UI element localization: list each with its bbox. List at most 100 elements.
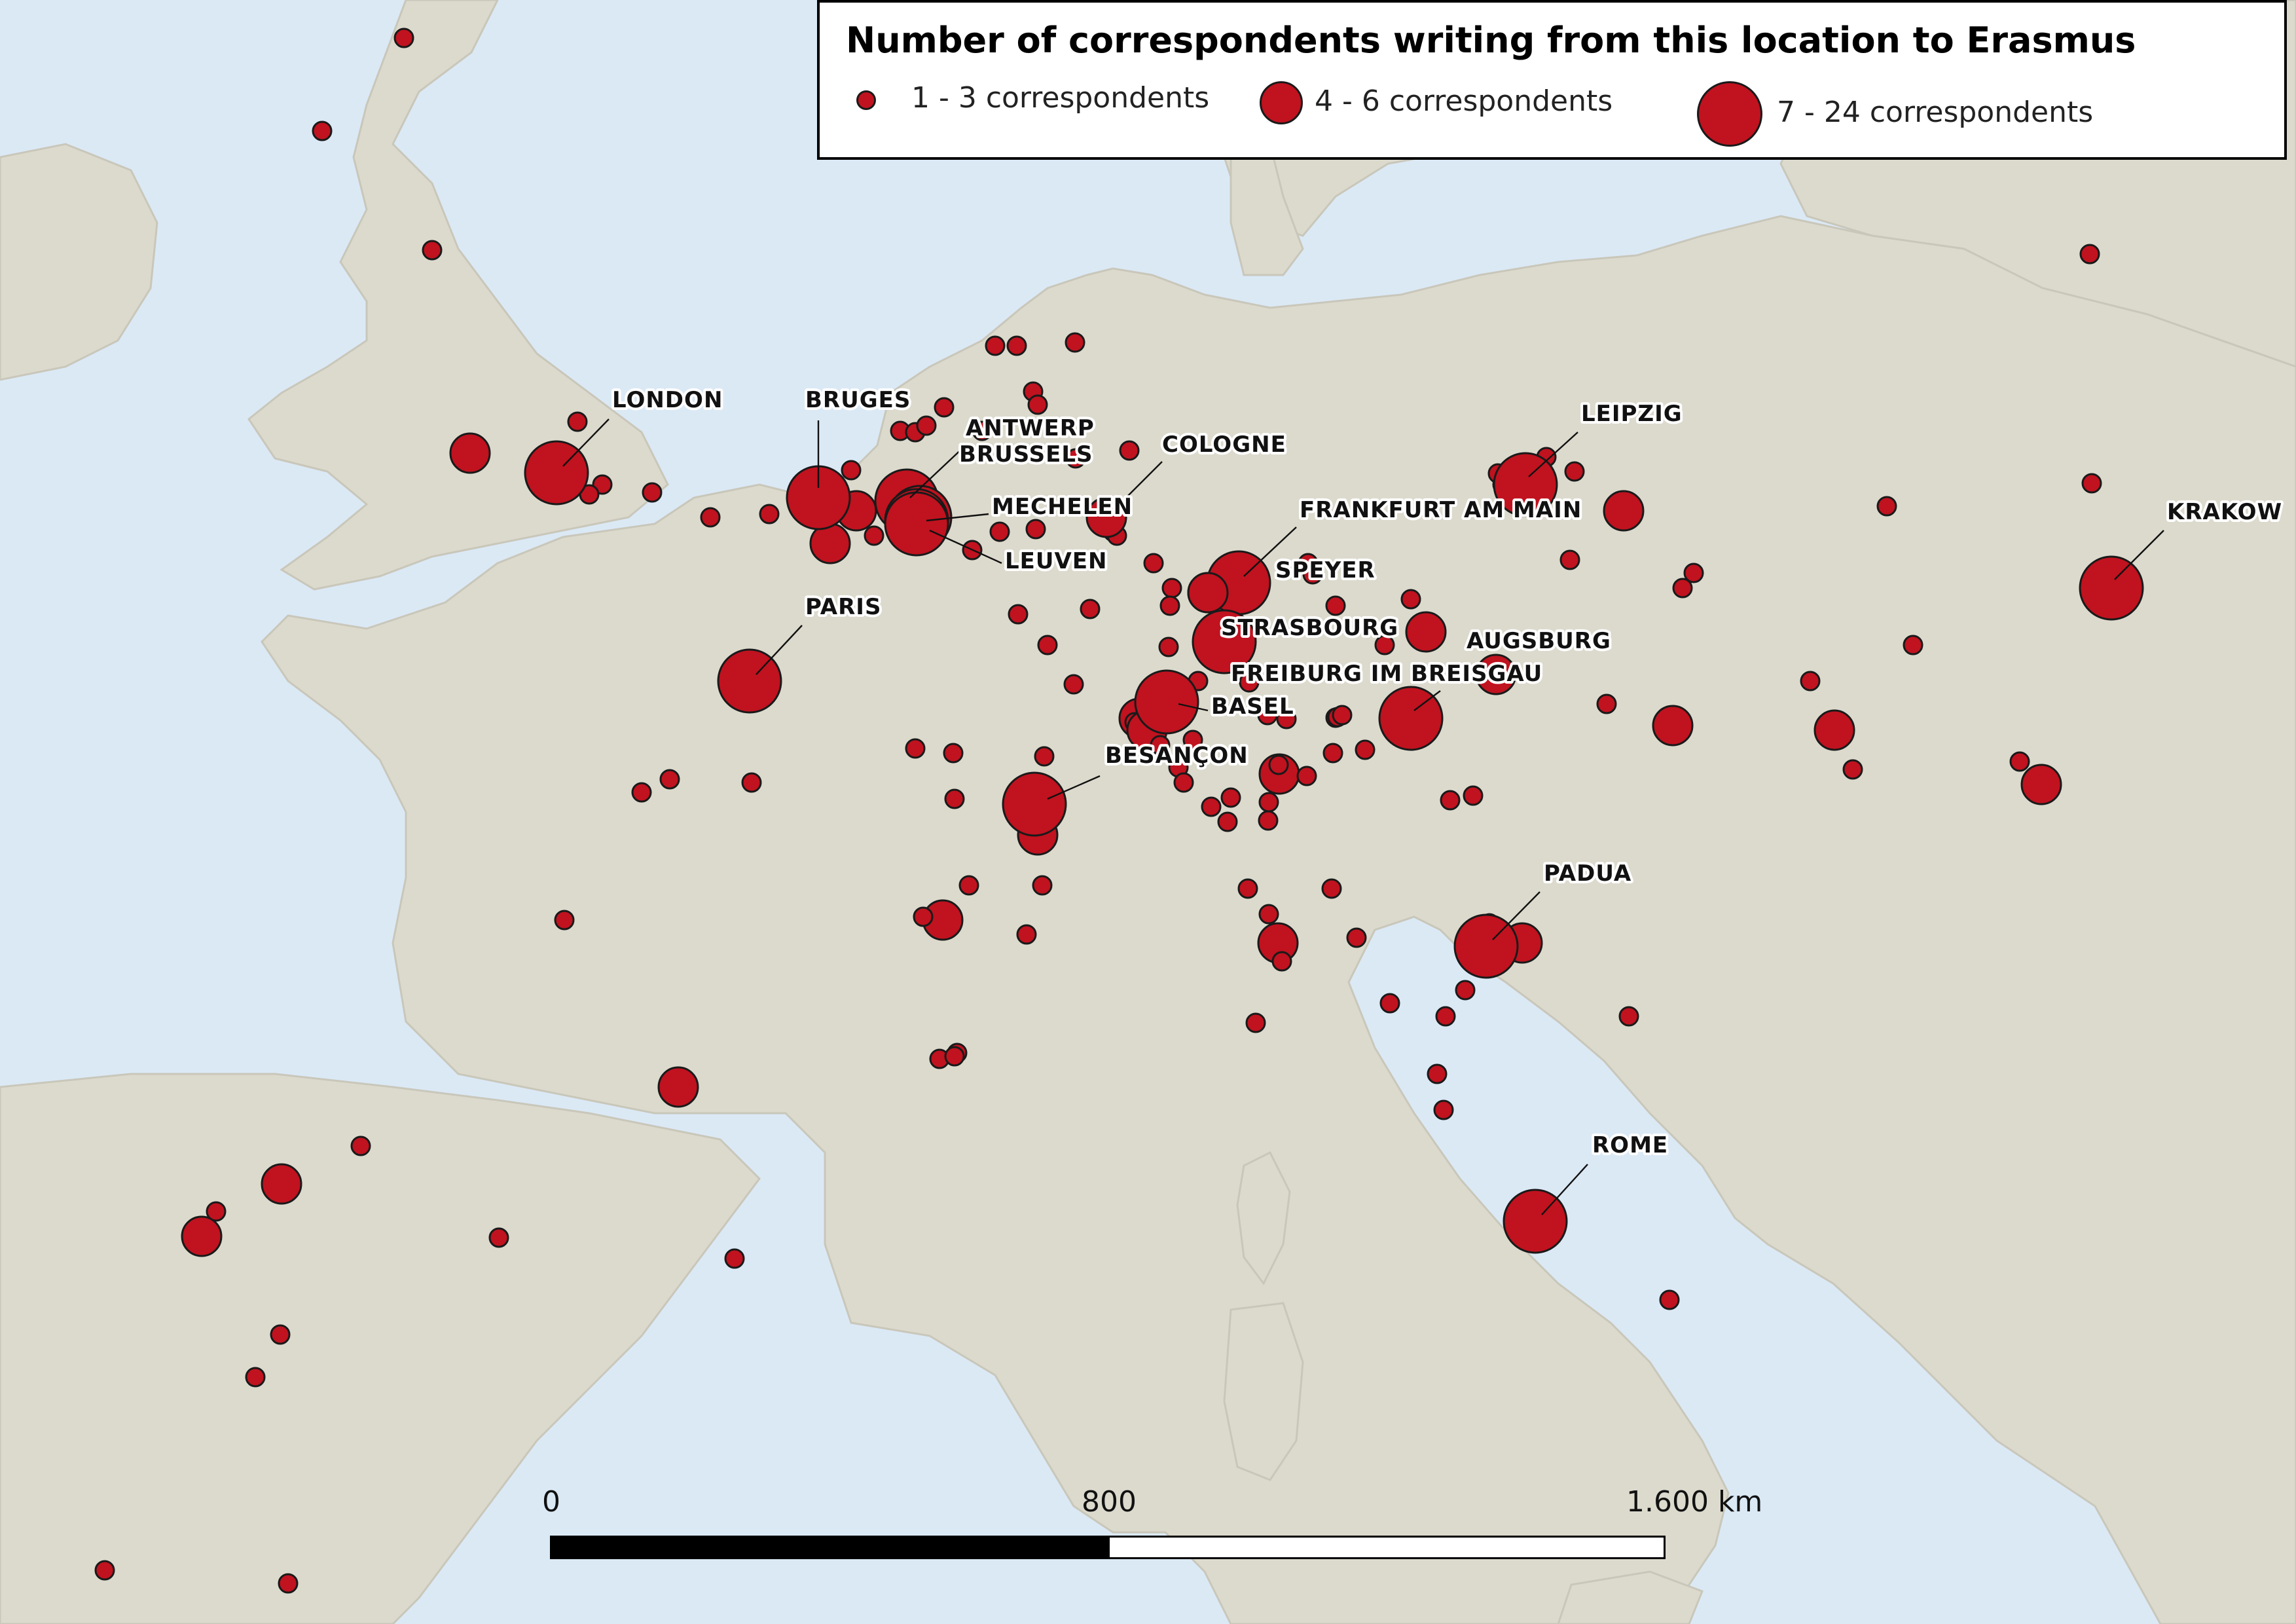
city-label-padua: PADUA: [1544, 860, 1631, 887]
correspondent-markers: [94, 28, 2144, 1594]
city-marker-basel: [1134, 669, 1199, 735]
land-sardinia: [1223, 1302, 1304, 1481]
correspondent-marker-128: [1672, 578, 1693, 599]
correspondent-marker-61: [1220, 787, 1241, 808]
city-label-krakow: KRAKOW: [2167, 499, 2282, 525]
correspondent-marker-110: [350, 1135, 371, 1156]
city-label-london: LONDON: [612, 387, 723, 413]
correspondent-marker-107: [631, 782, 652, 803]
correspondent-marker-132: [1800, 671, 1821, 692]
correspondent-marker-60: [1173, 772, 1194, 793]
correspondent-marker-87: [1237, 878, 1258, 899]
correspondent-marker-92: [1346, 927, 1367, 948]
city-marker-krakow: [2079, 555, 2144, 621]
correspondent-marker-133: [1813, 709, 1855, 751]
leader-line-padua: [1492, 891, 1540, 940]
correspondent-marker-71: [1440, 790, 1461, 811]
correspondent-marker-96: [1379, 993, 1400, 1014]
correspondent-marker-59: [1150, 735, 1171, 756]
correspondent-marker-78: [1201, 796, 1222, 817]
correspondent-marker-112: [181, 1215, 223, 1257]
correspondent-marker-27: [1065, 448, 1086, 469]
correspondent-marker-35: [1143, 553, 1164, 574]
correspondent-marker-31: [1025, 519, 1046, 540]
land-continent: [261, 215, 2296, 1624]
correspondent-marker-43: [1400, 589, 1421, 610]
correspondent-marker-25: [1027, 394, 1048, 415]
correspondent-marker-139: [1652, 705, 1694, 747]
correspondent-marker-99: [1427, 1063, 1448, 1084]
city-marker-besan-on: [1002, 771, 1067, 837]
correspondent-marker-108: [554, 910, 575, 931]
correspondent-marker-126: [1564, 461, 1585, 482]
correspondent-marker-121: [1559, 549, 1580, 570]
city-marker-freiburg-im-breisgau: [1378, 686, 1444, 751]
city-marker-augsburg: [1475, 654, 1517, 695]
leader-line-paris: [756, 625, 803, 675]
correspondent-marker-49: [1037, 635, 1058, 655]
city-label-strasbourg: STRASBOURG: [1221, 615, 1398, 641]
correspondent-marker-9: [642, 482, 663, 503]
leader-line-leipzig: [1528, 432, 1578, 477]
correspondent-marker-119: [1659, 1289, 1680, 1310]
correspondent-marker-36: [1161, 578, 1182, 599]
legend-label-medium: 4 - 6 correspondents: [1315, 84, 1613, 118]
leader-line-mechelen: [926, 513, 989, 522]
leader-line-freiburg-im-breisgau: [1413, 690, 1441, 711]
correspondent-marker-14: [864, 525, 884, 546]
correspondent-marker-67: [1239, 672, 1260, 693]
correspondent-marker-82: [958, 875, 979, 896]
correspondent-marker-91: [1271, 951, 1292, 972]
correspondent-marker-86: [1016, 924, 1037, 945]
correspondent-marker-45: [1405, 611, 1447, 653]
city-label-speyer: SPEYER: [1275, 557, 1376, 583]
correspondent-marker-26: [1065, 332, 1085, 353]
correspondent-marker-80: [1217, 811, 1238, 832]
correspondent-marker-134: [1842, 759, 1863, 780]
correspondent-marker-20: [934, 397, 955, 418]
correspondent-marker-113: [488, 1227, 509, 1248]
correspondent-marker-48: [1008, 604, 1029, 625]
correspondent-marker-118: [278, 1573, 299, 1594]
correspondent-marker-111: [206, 1201, 227, 1222]
leader-line-basel: [1178, 703, 1209, 712]
correspondent-marker-88: [1321, 878, 1342, 899]
city-label-freiburg-im-breisgau: FREIBURG IM BREISGAU: [1231, 661, 1542, 687]
correspondent-marker-66: [1257, 705, 1278, 726]
correspondent-marker-23: [1006, 335, 1027, 356]
correspondent-marker-97: [1435, 1006, 1456, 1027]
correspondent-marker-137: [2081, 473, 2102, 494]
city-label-antwerp: ANTWERP: [966, 415, 1095, 441]
leader-line-besan-on: [1047, 775, 1101, 800]
legend-title: Number of correspondents writing from th…: [846, 20, 2136, 61]
correspondent-marker-64: [1296, 766, 1317, 786]
correspondent-marker-65: [1276, 709, 1297, 729]
leader-line-leuven: [929, 529, 1002, 564]
correspondent-marker-63: [1268, 754, 1289, 775]
correspondent-marker-19: [916, 415, 937, 436]
correspondent-marker-10: [700, 507, 721, 528]
correspondent-marker-2: [312, 120, 333, 141]
leader-line-frankfurt-am-main: [1243, 526, 1297, 577]
correspondent-marker-16: [841, 460, 862, 481]
correspondent-marker-33: [1080, 599, 1101, 619]
correspondent-marker-72: [1463, 785, 1484, 806]
correspondent-marker-69: [1355, 739, 1376, 760]
land-iberia: [0, 1073, 761, 1624]
city-label-leipzig: LEIPZIG: [1581, 401, 1683, 427]
map-legend: Number of correspondents writing from th…: [817, 0, 2287, 160]
city-label-rome: ROME: [1592, 1132, 1668, 1158]
correspondent-marker-100: [1433, 1099, 1454, 1120]
correspondent-marker-74: [905, 738, 926, 759]
correspondent-marker-22: [985, 335, 1006, 356]
leader-line-cologne: [1112, 461, 1163, 511]
leader-line-london: [562, 418, 610, 467]
city-marker-strasbourg: [1192, 609, 1257, 674]
correspondent-marker-73: [943, 743, 964, 764]
leader-line-antwerp: [909, 445, 966, 498]
city-label-basel: BASEL: [1211, 693, 1294, 720]
correspondent-marker-50: [1063, 674, 1084, 695]
correspondent-marker-130: [1876, 496, 1897, 517]
